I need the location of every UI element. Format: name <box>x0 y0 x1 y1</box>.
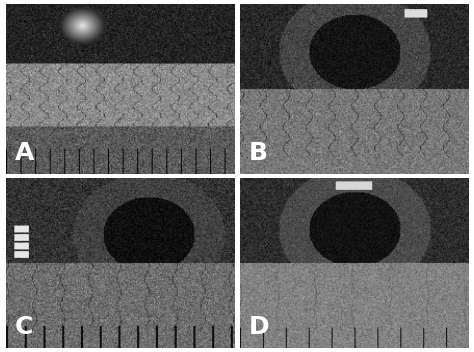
Text: A: A <box>15 142 34 165</box>
Text: C: C <box>15 315 33 339</box>
Text: D: D <box>249 315 270 339</box>
Text: B: B <box>249 142 268 165</box>
